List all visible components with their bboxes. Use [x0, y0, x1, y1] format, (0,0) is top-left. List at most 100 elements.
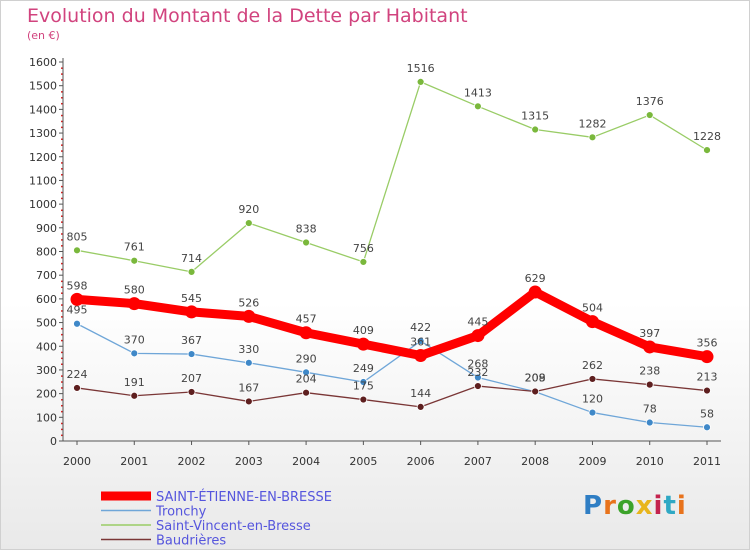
y-minor-tick — [61, 102, 63, 105]
data-point — [588, 408, 597, 417]
data-label: 545 — [181, 292, 202, 305]
x-tick-label: 2003 — [235, 455, 263, 468]
data-label: 838 — [296, 222, 317, 235]
data-point — [73, 319, 81, 328]
series-line — [76, 81, 708, 273]
data-label: 1315 — [521, 110, 549, 123]
data-label: 262 — [582, 359, 603, 372]
data-point — [187, 388, 196, 396]
logo-letter: i — [653, 491, 664, 521]
y-minor-tick — [61, 387, 63, 389]
data-label: 756 — [353, 242, 374, 255]
y-minor-tick — [61, 239, 63, 241]
data-point — [474, 102, 482, 111]
y-minor-tick — [61, 375, 63, 377]
data-label: 920 — [238, 203, 259, 216]
data-label: 1282 — [578, 117, 606, 130]
y-minor-tick — [61, 174, 63, 176]
data-label: 445 — [467, 316, 488, 329]
series-tronchy: 495 370 367 330 290 249 422 268 208 120 78 58 — [67, 304, 714, 432]
data-label: 598 — [67, 279, 88, 292]
data-point — [302, 388, 310, 397]
data-label: 629 — [525, 272, 546, 285]
data-point — [299, 326, 313, 340]
logo-letter: t — [663, 491, 677, 521]
y-minor-tick — [61, 73, 63, 75]
y-tick-label: 400 — [36, 340, 57, 353]
data-label: 356 — [697, 337, 718, 350]
data-point — [187, 350, 196, 358]
y-minor-tick — [61, 399, 63, 401]
legend-item: Tronchy — [101, 505, 207, 520]
y-minor-tick — [61, 233, 63, 235]
data-point — [70, 292, 84, 306]
logo-letter: x — [635, 491, 654, 521]
y-minor-tick — [61, 410, 63, 413]
y-minor-tick — [61, 150, 63, 152]
y-minor-tick — [61, 120, 63, 123]
logo-letter: o — [616, 491, 636, 521]
data-label: 1228 — [693, 130, 721, 143]
data-point — [474, 373, 482, 382]
data-label: 367 — [181, 334, 202, 347]
y-minor-tick — [61, 138, 63, 140]
series-line — [76, 378, 708, 408]
y-minor-tick — [61, 316, 63, 318]
y-minor-tick — [61, 221, 63, 223]
y-minor-tick — [61, 185, 63, 188]
y-minor-tick — [61, 422, 63, 425]
data-point — [130, 349, 139, 358]
proxiti-logo: Proxiti — [583, 491, 687, 521]
y-minor-tick — [61, 197, 63, 200]
data-point — [585, 315, 599, 329]
y-minor-tick — [61, 191, 63, 194]
y-tick-label: 1000 — [29, 198, 57, 211]
data-label: 361 — [410, 335, 431, 348]
y-tick-label: 600 — [36, 293, 57, 306]
data-label: 409 — [353, 324, 374, 337]
data-label: 457 — [296, 313, 317, 326]
y-minor-tick — [61, 292, 63, 294]
logo-letter: r — [603, 491, 617, 521]
data-label: 58 — [700, 407, 714, 420]
data-point — [474, 382, 482, 390]
data-label: 144 — [410, 387, 431, 400]
data-point — [471, 329, 485, 343]
y-tick-label: 1600 — [29, 56, 57, 69]
data-point — [302, 238, 310, 247]
legend-label: Saint-Vincent-en-Bresse — [156, 519, 311, 534]
data-point — [359, 258, 368, 266]
data-point — [185, 305, 199, 319]
data-point — [531, 387, 540, 396]
y-tick-label: 300 — [36, 364, 57, 377]
data-label: 167 — [238, 381, 259, 394]
data-point — [242, 309, 256, 323]
data-point — [703, 423, 711, 432]
x-tick-label: 2005 — [349, 455, 377, 468]
y-minor-tick — [61, 268, 63, 271]
y-tick-label: 100 — [36, 411, 57, 424]
y-tick-label: 0 — [50, 435, 57, 448]
y-minor-tick — [61, 126, 63, 129]
legend-label: Tronchy — [155, 505, 207, 520]
legend-label: Baudrières — [156, 534, 226, 549]
x-tick-label: 2000 — [63, 455, 91, 468]
data-point — [643, 340, 657, 354]
data-label: 120 — [582, 393, 603, 406]
data-point — [531, 125, 540, 134]
y-minor-tick — [61, 97, 63, 99]
y-minor-tick — [61, 144, 63, 146]
chart-title: Evolution du Montant de la Dette par Hab… — [27, 5, 468, 27]
data-label: 238 — [639, 365, 660, 378]
series-line — [76, 287, 708, 362]
series-line — [76, 323, 708, 428]
y-minor-tick — [61, 67, 63, 69]
data-point — [588, 375, 597, 383]
data-label: 207 — [181, 372, 202, 385]
data-label: 232 — [467, 366, 488, 379]
x-tick-label: 2011 — [693, 455, 721, 468]
legend-item: Saint-Vincent-en-Bresse — [101, 519, 311, 534]
data-label: 714 — [181, 252, 202, 265]
y-tick-label: 1500 — [29, 80, 57, 93]
